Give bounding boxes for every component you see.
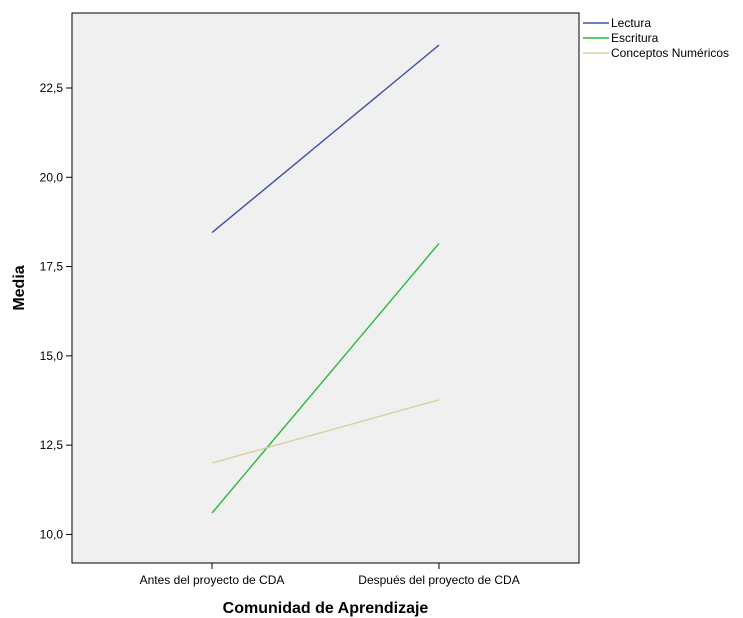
legend-label: Conceptos Numéricos [611, 46, 729, 60]
y-axis: 10,0 12,5 15,0 17,5 20,0 22,5 [40, 81, 72, 541]
y-tick-label: 10,0 [40, 527, 64, 541]
series-line [211, 242, 440, 514]
series-line [211, 399, 440, 464]
x-axis: Antes del proyecto de CDA Después del pro… [140, 563, 520, 587]
series-line [211, 44, 440, 234]
legend-label: Lectura [611, 16, 651, 30]
series-lines [211, 44, 440, 514]
legend-label: Escritura [611, 31, 659, 45]
y-tick-label: 22,5 [40, 81, 64, 95]
x-tick-label: Antes del proyecto de CDA [140, 573, 285, 587]
y-tick-label: 17,5 [40, 260, 64, 274]
y-tick-label: 12,5 [40, 438, 64, 452]
y-tick-label: 15,0 [40, 349, 64, 363]
x-tick-label: Después del proyecto de CDA [358, 573, 519, 587]
y-axis-title: Media [11, 265, 28, 310]
plot-area [71, 12, 580, 564]
x-axis-title: Comunidad de Aprendizaje [223, 600, 429, 617]
y-tick-label: 20,0 [40, 170, 64, 184]
